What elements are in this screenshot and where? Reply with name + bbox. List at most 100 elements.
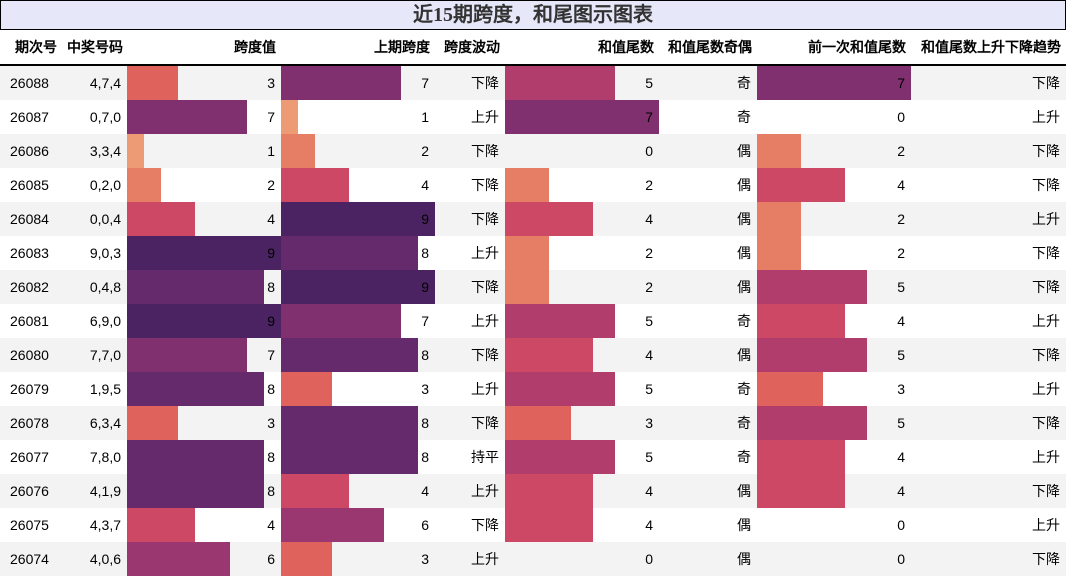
bar-fill	[757, 338, 867, 372]
table-row: 26084 0,0,4 4 9 下降 4 偶 2 上升	[0, 202, 1066, 236]
cell-numbers: 4,1,9	[62, 474, 127, 508]
bar-value: 5	[645, 313, 653, 329]
bar-value: 3	[267, 415, 275, 431]
header-issue[interactable]: 期次号	[0, 30, 62, 66]
cell-span: 8	[127, 440, 281, 474]
bar-value: 0	[645, 551, 653, 567]
bar-value: 9	[421, 279, 429, 295]
bar-fill	[757, 304, 845, 338]
bar-value: 7	[421, 75, 429, 91]
bar-value: 1	[421, 109, 429, 125]
cell-prev-sum-tail: 4	[757, 474, 911, 508]
cell-parity: 偶	[659, 474, 757, 508]
bar-value: 4	[645, 211, 653, 227]
bar-value: 0	[897, 517, 905, 533]
bar-value: 7	[897, 75, 905, 91]
cell-sum-tail: 4	[505, 338, 659, 372]
cell-span: 9	[127, 236, 281, 270]
bar-fill	[505, 372, 615, 406]
bar-value: 8	[421, 245, 429, 261]
cell-prev-sum-tail: 4	[757, 304, 911, 338]
bar-fill	[757, 202, 801, 236]
cell-issue: 26075	[0, 508, 62, 542]
cell-sum-tail: 3	[505, 406, 659, 440]
bar-fill	[757, 440, 845, 474]
cell-tail-trend: 上升	[911, 508, 1066, 542]
bar-fill	[127, 100, 247, 134]
cell-parity: 偶	[659, 202, 757, 236]
cell-span: 4	[127, 202, 281, 236]
cell-span: 7	[127, 100, 281, 134]
cell-tail-trend: 下降	[911, 474, 1066, 508]
cell-prev-sum-tail: 3	[757, 372, 911, 406]
cell-parity: 偶	[659, 542, 757, 576]
bar-fill	[127, 372, 264, 406]
bar-value: 9	[421, 211, 429, 227]
cell-numbers: 4,3,7	[62, 508, 127, 542]
bar-value: 6	[421, 517, 429, 533]
cell-tail-trend: 下降	[911, 65, 1066, 100]
cell-numbers: 7,7,0	[62, 338, 127, 372]
cell-span-trend: 下降	[435, 168, 505, 202]
bar-value: 7	[267, 347, 275, 363]
bar-value: 7	[645, 109, 653, 125]
header-numbers[interactable]: 中奖号码	[62, 30, 127, 66]
cell-parity: 奇	[659, 440, 757, 474]
bar-value: 2	[267, 177, 275, 193]
cell-span: 8	[127, 372, 281, 406]
bar-value: 0	[897, 109, 905, 125]
header-span[interactable]: 跨度值	[127, 30, 281, 66]
table-row: 26074 4,0,6 6 3 上升 0 偶 0 下降	[0, 542, 1066, 576]
cell-parity: 奇	[659, 304, 757, 338]
bar-fill	[505, 66, 615, 100]
bar-value: 2	[421, 143, 429, 159]
cell-tail-trend: 下降	[911, 168, 1066, 202]
header-tail-trend[interactable]: 和值尾数上升下降趋势	[911, 30, 1066, 66]
cell-issue: 26077	[0, 440, 62, 474]
bar-fill	[127, 66, 179, 100]
bar-fill	[281, 100, 299, 134]
cell-span: 4	[127, 508, 281, 542]
cell-prev-sum-tail: 2	[757, 202, 911, 236]
bar-value: 4	[267, 211, 275, 227]
cell-prev-span: 1	[281, 100, 435, 134]
cell-parity: 奇	[659, 406, 757, 440]
table-row: 26081 6,9,0 9 7 上升 5 奇 4 上升	[0, 304, 1066, 338]
cell-tail-trend: 下降	[911, 236, 1066, 270]
cell-issue: 26079	[0, 372, 62, 406]
bar-value: 5	[897, 415, 905, 431]
header-sum-tail[interactable]: 和值尾数	[505, 30, 659, 66]
bar-fill	[757, 474, 845, 508]
header-parity[interactable]: 和值尾数奇偶	[659, 30, 757, 66]
cell-prev-sum-tail: 5	[757, 270, 911, 304]
cell-numbers: 3,3,4	[62, 134, 127, 168]
bar-value: 3	[421, 551, 429, 567]
bar-fill	[127, 168, 162, 202]
cell-numbers: 0,2,0	[62, 168, 127, 202]
header-span-trend[interactable]: 跨度波动	[435, 30, 505, 66]
bar-value: 3	[897, 381, 905, 397]
cell-numbers: 0,4,8	[62, 270, 127, 304]
cell-issue: 26080	[0, 338, 62, 372]
bar-value: 5	[897, 347, 905, 363]
cell-parity: 偶	[659, 508, 757, 542]
bar-fill	[281, 542, 333, 576]
bar-value: 8	[267, 483, 275, 499]
table-row: 26088 4,7,4 3 7 下降 5 奇 7 下降	[0, 65, 1066, 100]
cell-span-trend: 持平	[435, 440, 505, 474]
bar-fill	[127, 236, 281, 270]
cell-issue: 26078	[0, 406, 62, 440]
cell-tail-trend: 下降	[911, 338, 1066, 372]
header-prev-sum-tail[interactable]: 前一次和值尾数	[757, 30, 911, 66]
cell-issue: 26082	[0, 270, 62, 304]
cell-numbers: 0,7,0	[62, 100, 127, 134]
bar-fill	[127, 202, 196, 236]
cell-numbers: 9,0,3	[62, 236, 127, 270]
cell-parity: 奇	[659, 372, 757, 406]
cell-numbers: 4,7,4	[62, 65, 127, 100]
cell-sum-tail: 0	[505, 134, 659, 168]
header-prev-span[interactable]: 上期跨度	[281, 30, 435, 66]
table-row: 26086 3,3,4 1 2 下降 0 偶 2 下降	[0, 134, 1066, 168]
cell-sum-tail: 5	[505, 440, 659, 474]
bar-fill	[505, 270, 549, 304]
